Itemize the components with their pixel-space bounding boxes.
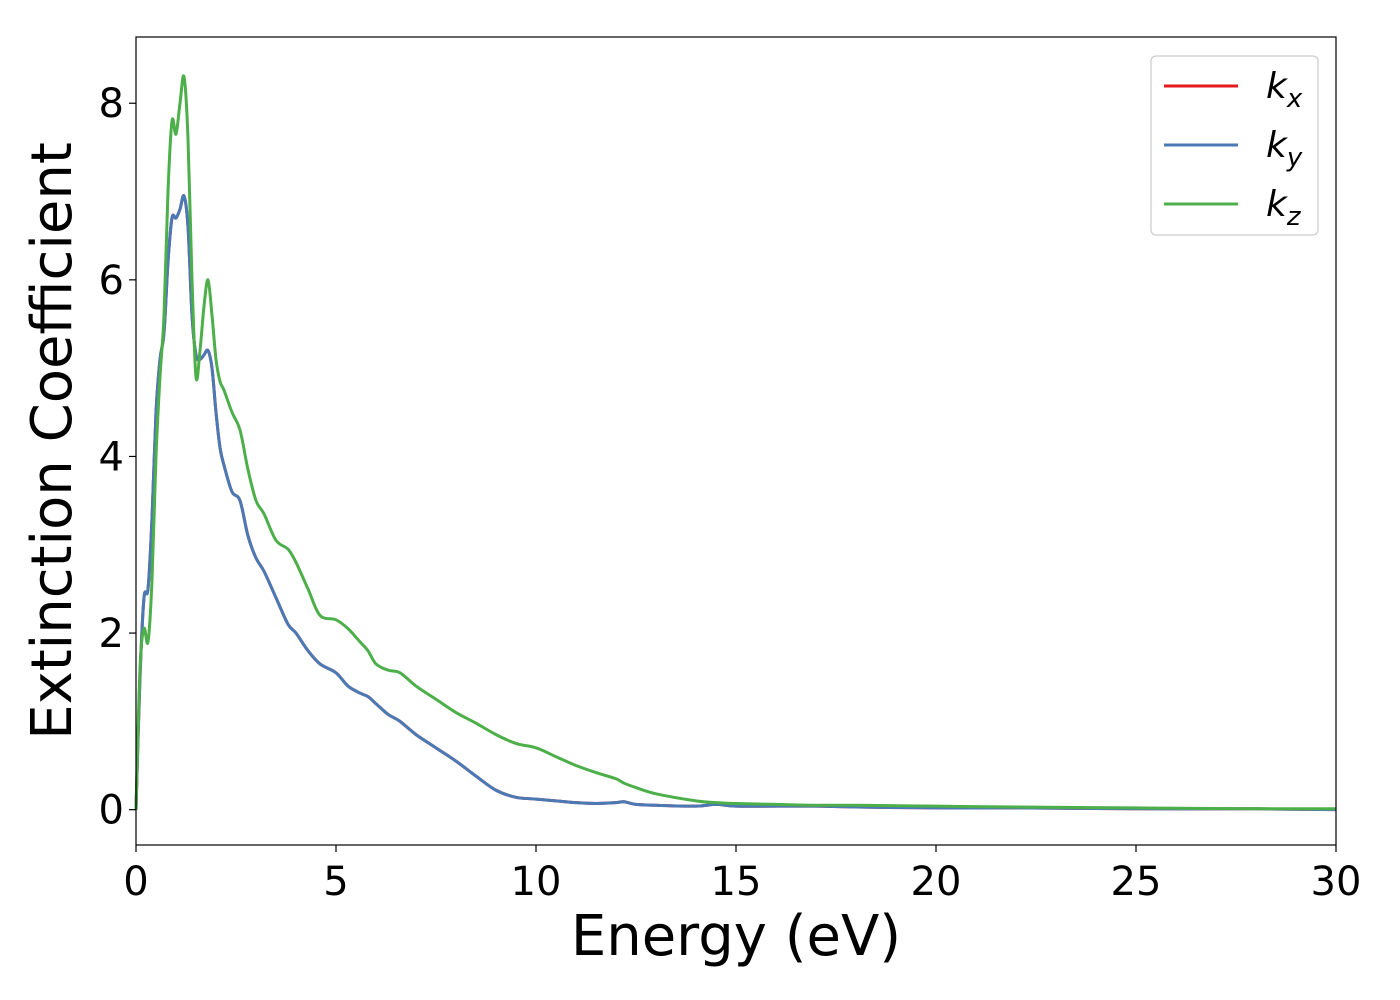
y-tick-label: 6	[99, 258, 124, 304]
y-axis-title: Extinction Coefficient	[20, 142, 85, 740]
legend: kx ky kz	[1150, 55, 1319, 236]
series-line-k-y	[134, 194, 1337, 812]
y-tick-label: 0	[99, 788, 124, 834]
axis-ticks: 0 5 10 15 20 25 30 0 2 4 6 8	[99, 81, 1362, 905]
x-tick-label: 0	[123, 859, 148, 905]
x-tick-label: 30	[1311, 859, 1362, 905]
x-axis-title: Energy (eV)	[571, 904, 901, 969]
y-tick-label: 2	[99, 611, 124, 657]
x-tick-label: 20	[911, 859, 962, 905]
y-tick-label: 8	[99, 81, 124, 127]
legend-label-k-y: ky	[1266, 125, 1303, 173]
x-tick-label: 25	[1111, 859, 1162, 905]
series-lines	[134, 74, 1337, 812]
x-tick-label: 10	[511, 859, 562, 905]
x-tick-label: 15	[711, 859, 762, 905]
legend-label-k-z: kz	[1266, 184, 1302, 232]
y-tick-label: 4	[99, 434, 124, 480]
series-line-k-x	[134, 194, 1337, 812]
legend-label-k-x: kx	[1266, 66, 1303, 114]
x-tick-label: 5	[323, 859, 348, 905]
series-line-k-z	[134, 74, 1337, 811]
